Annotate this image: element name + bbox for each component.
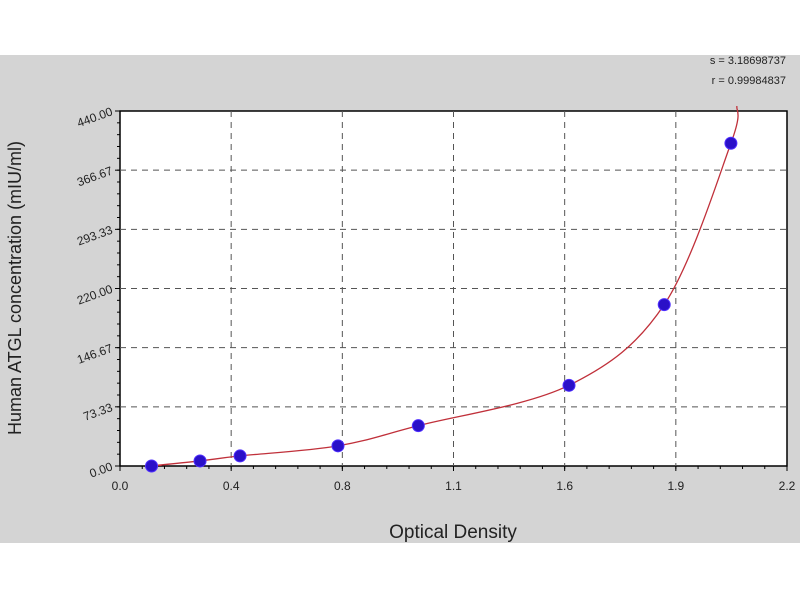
x-tick-label: 0.8 <box>334 479 351 493</box>
x-tick-label: 1.9 <box>667 479 684 493</box>
y-tick-label: 293.33 <box>75 223 115 249</box>
y-tick-label: 0.00 <box>88 459 115 480</box>
y-tick-label: 220.00 <box>75 282 115 308</box>
data-point <box>724 136 738 150</box>
x-tick-label: 0.0 <box>112 479 129 493</box>
data-point <box>145 459 159 473</box>
x-axis-label: Optical Density <box>389 522 517 543</box>
y-tick-label: 146.67 <box>75 341 115 367</box>
data-point <box>193 454 207 468</box>
x-tick-label: 1.1 <box>445 479 462 493</box>
y-tick-label: 73.33 <box>81 400 114 424</box>
y-axis-label: Human ATGL concentration (mIU/ml) <box>5 141 25 435</box>
data-point <box>411 419 425 433</box>
data-point <box>657 298 671 312</box>
data-point <box>233 449 247 463</box>
x-tick-label: 2.2 <box>779 479 796 493</box>
fit-stat-s: s = 3.18698737 <box>709 55 786 67</box>
data-point <box>331 439 345 453</box>
y-tick-label: 440.00 <box>75 104 115 130</box>
y-tick-label: 366.67 <box>75 163 115 189</box>
x-tick-label: 0.4 <box>223 479 240 493</box>
x-tick-label: 1.6 <box>556 479 573 493</box>
fit-stat-r: r = 0.99984837 <box>711 75 786 87</box>
data-point <box>562 378 576 392</box>
